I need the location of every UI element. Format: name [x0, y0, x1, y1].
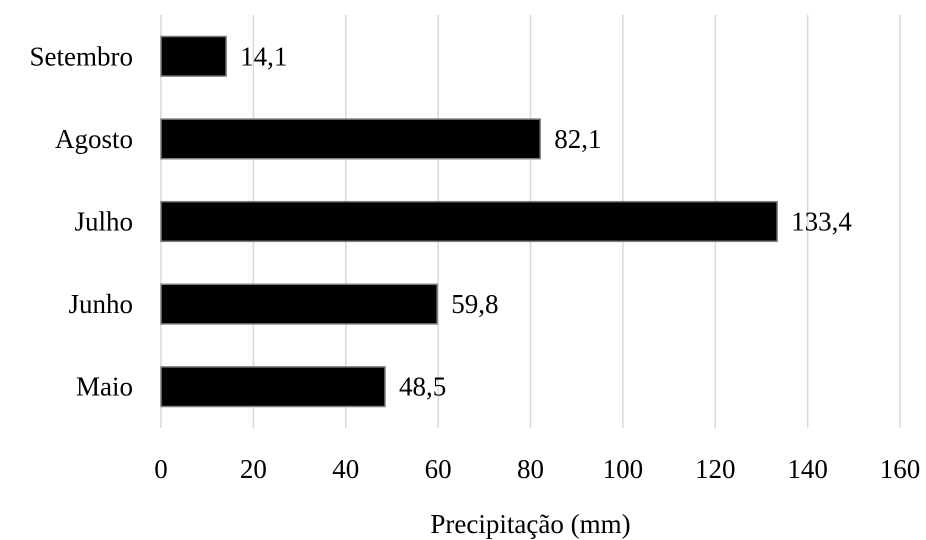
- x-tick-label: 100: [603, 454, 644, 484]
- bar-agosto: [160, 118, 541, 160]
- data-label: 133,4: [791, 207, 852, 237]
- x-axis-title: Precipitação (mm): [430, 509, 630, 539]
- data-label: 82,1: [554, 124, 601, 154]
- x-tick-label: 120: [695, 454, 736, 484]
- x-tick-label: 40: [332, 454, 359, 484]
- x-tick-label: 60: [425, 454, 452, 484]
- x-tick-label: 140: [787, 454, 828, 484]
- bar-maio: [160, 366, 386, 408]
- bar-setembro: [160, 35, 227, 77]
- x-tick-label: 20: [240, 454, 267, 484]
- data-label: 59,8: [451, 289, 498, 319]
- category-label: Junho: [68, 289, 133, 319]
- data-label: 14,1: [240, 41, 287, 71]
- category-label: Maio: [76, 372, 133, 402]
- x-tick-label: 0: [154, 454, 168, 484]
- bar-julho: [160, 200, 778, 243]
- category-label: Julho: [74, 207, 133, 237]
- data-label: 48,5: [399, 372, 446, 402]
- x-tick-label: 80: [517, 454, 544, 484]
- category-label: Setembro: [30, 41, 133, 71]
- bars: [160, 35, 778, 408]
- category-label: Agosto: [55, 124, 133, 154]
- x-tick-label: 160: [880, 454, 921, 484]
- bar-junho: [160, 283, 438, 325]
- labels: 0 20 40 60 80 100 120 140 160 Maio 48,5 Junho 59,8 Ju…: [30, 41, 921, 484]
